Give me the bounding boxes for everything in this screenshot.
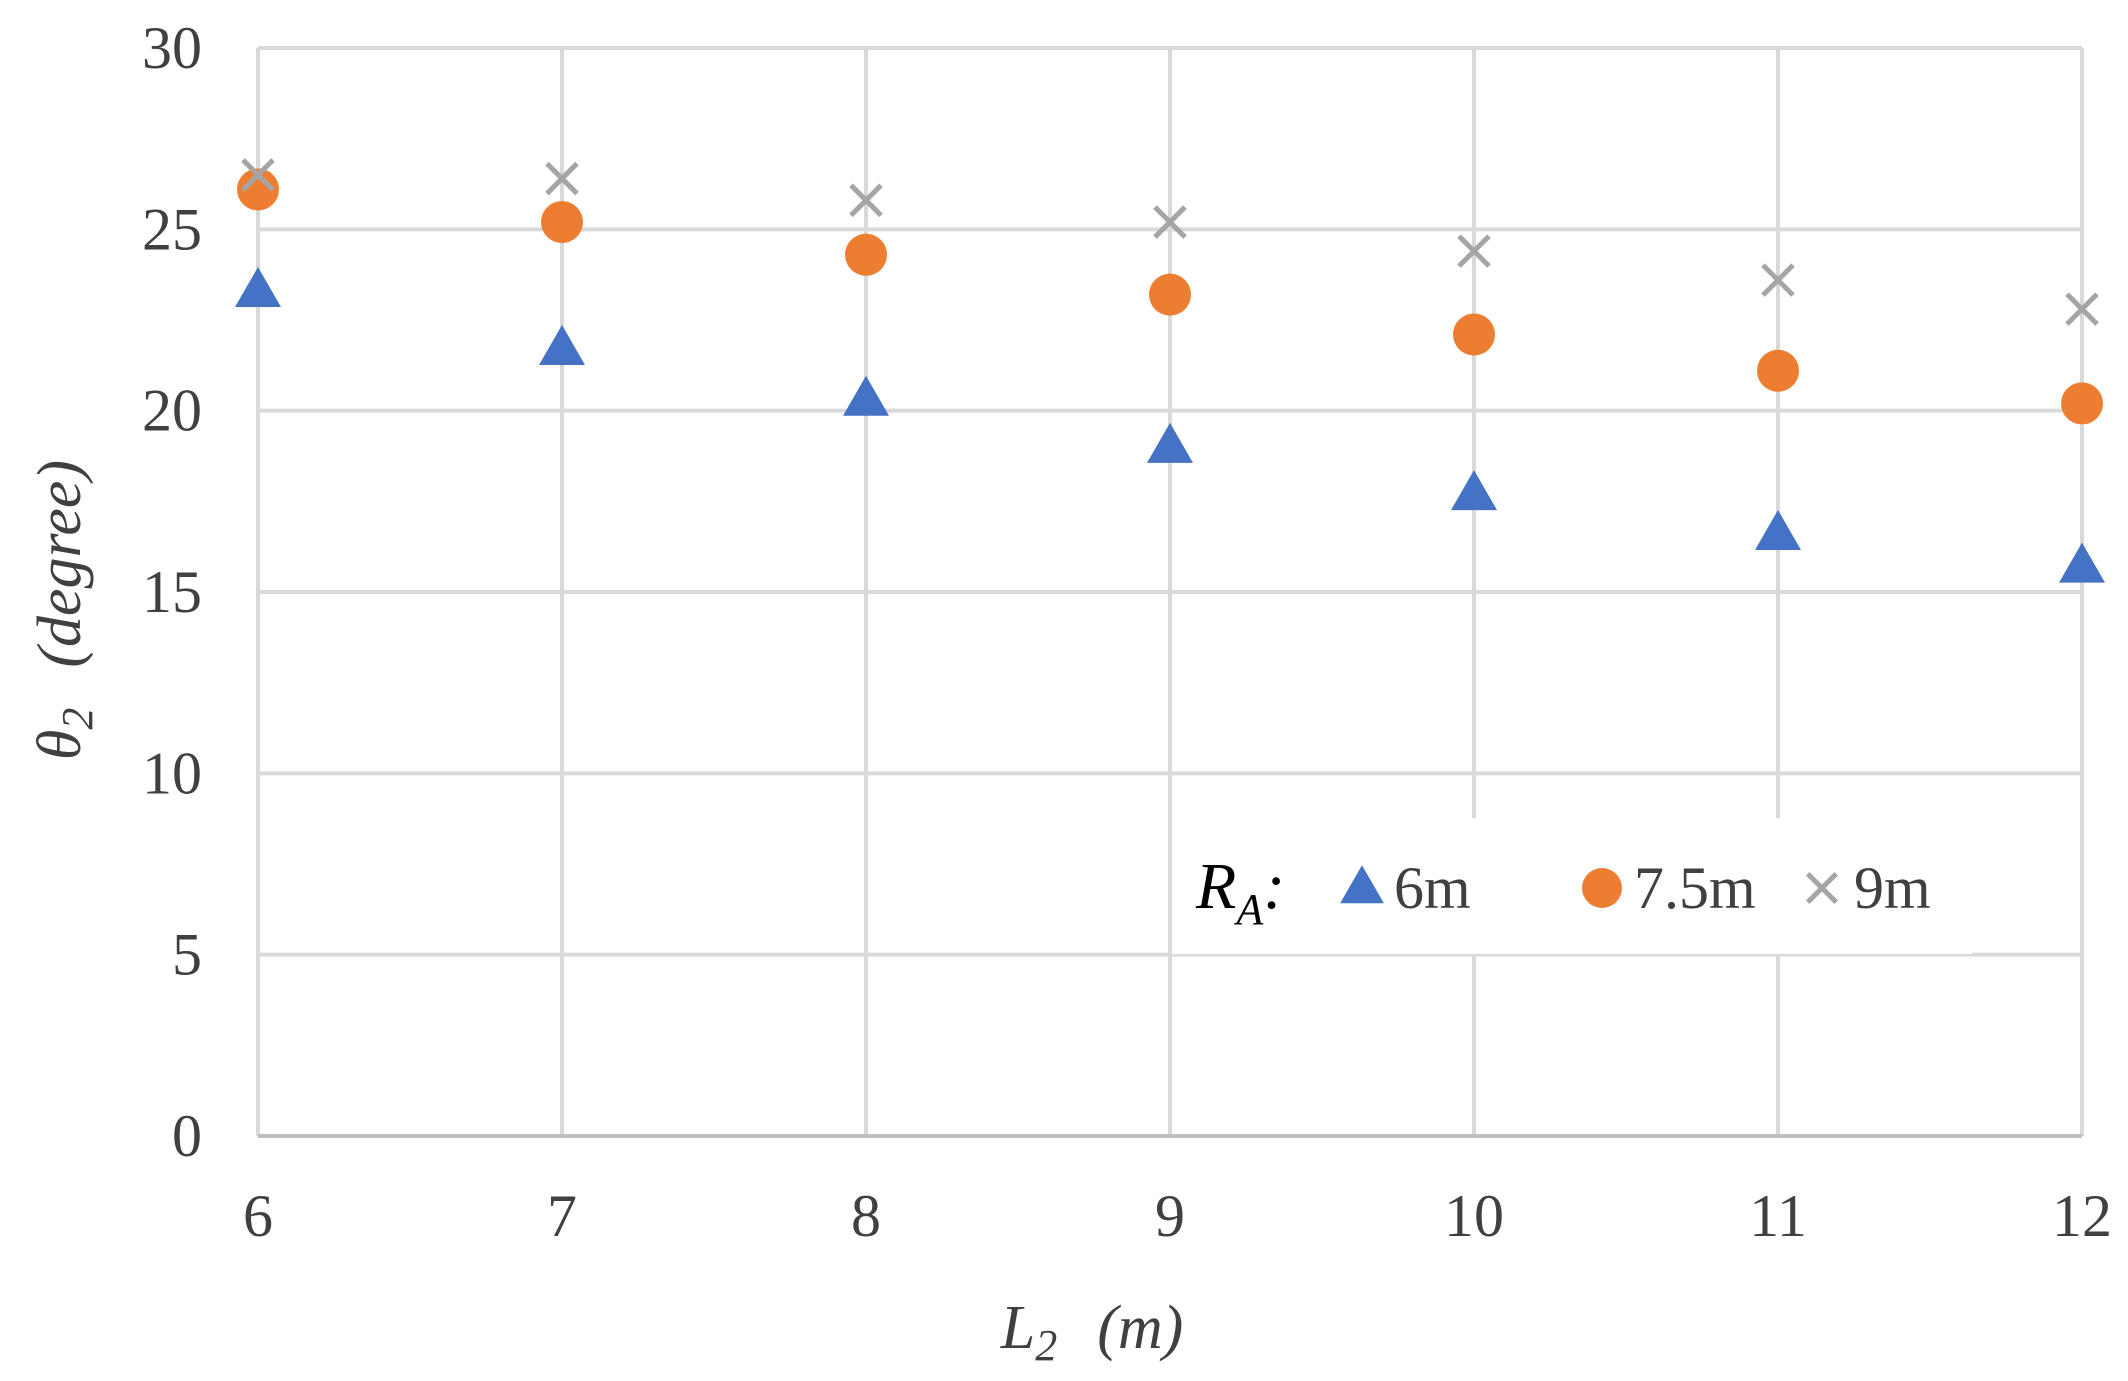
gridlines bbox=[256, 46, 2084, 1136]
y-tick-label: 10 bbox=[142, 740, 202, 806]
data-point-x-11 bbox=[1761, 263, 1795, 297]
y-tick-labels: 0 5 10 15 20 25 30 bbox=[142, 15, 202, 1169]
y-tick-label: 15 bbox=[142, 559, 202, 625]
data-point-triangle-9 bbox=[1147, 422, 1193, 463]
legend-title-subscript: A bbox=[1233, 885, 1264, 934]
legend-title-suffix: : bbox=[1263, 850, 1285, 923]
data-point-circle-10 bbox=[1453, 313, 1495, 356]
x-tick-label: 7 bbox=[547, 1183, 577, 1249]
data-point-triangle-10 bbox=[1451, 470, 1497, 511]
legend-marker-x bbox=[1805, 871, 1839, 905]
data-point-x-9 bbox=[1153, 205, 1187, 239]
data-point-triangle-7 bbox=[539, 325, 585, 366]
legend-marker-circle bbox=[1582, 868, 1622, 908]
x-tick-label: 6 bbox=[243, 1183, 273, 1249]
data-point-circle-7 bbox=[541, 201, 583, 244]
data-point-x-6 bbox=[241, 158, 275, 192]
data-point-circle-9 bbox=[1149, 273, 1191, 316]
data-point-circle-6 bbox=[237, 168, 279, 211]
legend-title-symbol: R bbox=[1195, 850, 1236, 923]
data-point-x-7 bbox=[545, 161, 579, 196]
legend-title: RA: bbox=[1195, 850, 1285, 934]
data-point-triangle-11 bbox=[1755, 509, 1801, 550]
data-point-triangle-8 bbox=[843, 375, 889, 416]
data-point-circle-8 bbox=[845, 233, 887, 276]
y-axis-subscript: 2 bbox=[53, 708, 102, 730]
y-axis-title: θ2 (degree) bbox=[26, 460, 102, 760]
x-tick-label: 11 bbox=[1749, 1183, 1807, 1249]
y-axis-symbol: θ bbox=[26, 730, 94, 760]
y-tick-label: 30 bbox=[142, 15, 202, 81]
legend-label: 7.5m bbox=[1634, 855, 1756, 921]
data-point-x-12 bbox=[2065, 292, 2099, 326]
legend-label: 6m bbox=[1394, 855, 1471, 921]
x-tick-label: 9 bbox=[1155, 1183, 1185, 1249]
data-point-circle-12 bbox=[2061, 382, 2103, 425]
legend-label: 9m bbox=[1854, 855, 1931, 921]
data-point-x-8 bbox=[849, 183, 883, 218]
data-point-triangle-12 bbox=[2059, 542, 2105, 583]
x-tick-label: 12 bbox=[2052, 1183, 2112, 1249]
legend-marker-triangle bbox=[1340, 865, 1384, 904]
x-axis-unit: (m) bbox=[1097, 1294, 1183, 1362]
x-axis-subscript: 2 bbox=[1035, 1321, 1057, 1370]
x-axis-symbol: L bbox=[1000, 1294, 1035, 1362]
y-axis-unit: (degree) bbox=[26, 460, 94, 668]
x-tick-label: 10 bbox=[1444, 1183, 1504, 1249]
data-point-x-10 bbox=[1457, 234, 1491, 268]
y-tick-label: 0 bbox=[172, 1103, 202, 1169]
x-tick-label: 8 bbox=[851, 1183, 881, 1249]
x-tick-labels: 6 7 8 9 10 11 12 bbox=[243, 1183, 2112, 1249]
y-tick-label: 25 bbox=[142, 196, 202, 262]
legend: RA: 6m 7.5m 9m bbox=[1195, 850, 1931, 934]
data-markers bbox=[235, 158, 2105, 583]
y-tick-label: 5 bbox=[172, 922, 202, 988]
legend-background bbox=[1172, 818, 1972, 954]
y-tick-label: 20 bbox=[142, 378, 202, 444]
x-axis-title: L2 (m) bbox=[1000, 1294, 1184, 1370]
legend-box bbox=[1172, 818, 1972, 954]
data-point-triangle-6 bbox=[235, 266, 281, 307]
data-point-circle-11 bbox=[1757, 349, 1799, 392]
